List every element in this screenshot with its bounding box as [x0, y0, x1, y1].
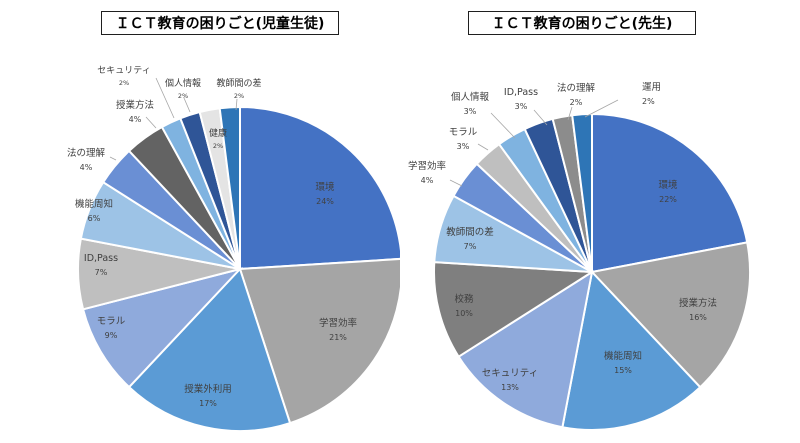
- pie-slice-機能周知: [561, 269, 702, 431]
- slice-label: 運用: [642, 82, 661, 93]
- pie-slice-環境: [239, 105, 400, 271]
- leader-line: [109, 156, 117, 161]
- leader-line: [533, 109, 548, 126]
- slice-label: ID,Pass: [504, 87, 538, 98]
- slice-percent: 15%: [614, 366, 632, 375]
- slice-label: 健康: [209, 127, 227, 139]
- slice-label: 個人情報: [451, 91, 490, 103]
- leader-line: [490, 112, 516, 139]
- slice-percent: 2%: [119, 79, 129, 87]
- slice-percent: 4%: [129, 115, 142, 124]
- pie-slices: [432, 112, 751, 431]
- slice-percent: 16%: [689, 313, 707, 322]
- slice-percent: 13%: [501, 383, 519, 392]
- pie-slice-授業外利用: [127, 267, 292, 432]
- leader-line: [183, 97, 191, 113]
- slice-label: 環境: [658, 179, 678, 191]
- chart-title-teachers: ＩＣＴ教育の困りごと(先生): [468, 11, 696, 35]
- slice-percent: 17%: [199, 399, 217, 408]
- slice-percent: 3%: [515, 102, 528, 111]
- slice-label: 学習効率: [408, 160, 447, 172]
- slice-label: 教師間の差: [216, 77, 261, 89]
- slice-percent: 4%: [421, 176, 434, 185]
- slice-label: セキュリティ: [97, 65, 150, 76]
- slice-percent: 9%: [105, 331, 118, 340]
- pie-chart-students: 環境 24% 学習効率 21% 授業外利用 17% モラル 9% ID,Pass 7% 機能周知 6%…: [67, 65, 400, 432]
- leader-line: [477, 143, 489, 151]
- pie-slice-モラル: [81, 267, 244, 389]
- slice-label: 授業方法: [679, 297, 717, 309]
- leader-line: [155, 77, 175, 119]
- pie-slice-運用: [571, 112, 593, 273]
- slice-percent: 2%: [213, 142, 223, 150]
- slice-label: 法の理解: [67, 147, 106, 159]
- pie-slice-学習効率: [238, 257, 400, 425]
- slice-label: 校務: [454, 293, 474, 305]
- slice-percent: 3%: [464, 107, 477, 116]
- slice-label: 教師間の差: [446, 226, 494, 238]
- slice-label: ID,Pass: [84, 253, 118, 264]
- slice-label: 個人情報: [165, 77, 201, 89]
- slice-label: 機能周知: [604, 350, 642, 362]
- leader-line: [449, 179, 463, 187]
- slice-percent: 2%: [234, 92, 244, 100]
- pie-slice-セキュリティ: [457, 269, 594, 429]
- leader-line: [567, 106, 573, 121]
- pie-slice-授業方法: [590, 241, 751, 389]
- pie-slices: [77, 105, 400, 432]
- slice-label: モラル: [449, 127, 478, 138]
- pie-slice-校務: [432, 261, 596, 359]
- slice-percent: 24%: [316, 197, 334, 206]
- slice-percent: 10%: [455, 309, 473, 318]
- slice-percent: 22%: [659, 195, 677, 204]
- pie-slice-教師間の差: [218, 105, 241, 270]
- slice-percent: 2%: [570, 98, 583, 107]
- slice-percent: 3%: [457, 142, 470, 151]
- slice-label: セキュリティ: [482, 368, 538, 379]
- slice-percent: 7%: [95, 268, 108, 277]
- slice-label: 学習効率: [319, 317, 358, 329]
- slice-percent: 2%: [642, 97, 655, 106]
- slice-label: 環境: [315, 181, 335, 193]
- slice-label: 法の理解: [557, 82, 596, 94]
- leader-line: [235, 98, 238, 111]
- slice-percent: 2%: [178, 92, 188, 100]
- leader-line: [584, 99, 619, 118]
- chart-title-students: ＩＣＴ教育の困りごと(児童生徒): [101, 11, 339, 35]
- slice-label: 機能周知: [75, 198, 113, 210]
- slice-label: 授業方法: [116, 99, 154, 111]
- slice-label: モラル: [97, 316, 126, 327]
- slice-percent: 4%: [80, 163, 93, 172]
- leader-line: [145, 116, 157, 129]
- slice-label: 授業外利用: [184, 383, 232, 395]
- slice-percent: 6%: [88, 214, 101, 223]
- slice-percent: 7%: [464, 242, 477, 251]
- slice-percent: 21%: [329, 333, 347, 342]
- pie-slice-環境: [591, 112, 749, 274]
